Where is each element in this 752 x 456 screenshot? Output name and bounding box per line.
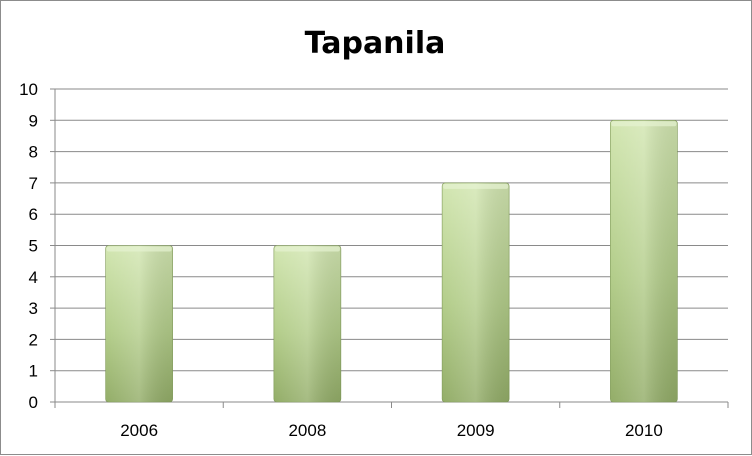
x-tick-labels: 2006 2008 2009 2010	[120, 421, 663, 440]
bar-highlight	[105, 245, 173, 402]
x-tick-label: 2008	[288, 421, 326, 440]
y-tick-label: 9	[29, 111, 38, 130]
y-tick-label: 6	[29, 205, 38, 224]
y-tick-label: 5	[29, 237, 38, 256]
y-tick-label: 1	[29, 362, 38, 381]
y-tick-label: 7	[29, 174, 38, 193]
bar-top-bevel	[106, 246, 172, 252]
chart-title: Tapanila	[305, 26, 446, 61]
y-tick-label: 10	[19, 80, 38, 99]
bar-highlight	[610, 120, 678, 403]
bar-top-bevel	[611, 121, 677, 127]
bars	[105, 120, 678, 403]
x-tick-label: 2006	[120, 421, 158, 440]
bar-2009	[441, 182, 510, 403]
bar-2008	[273, 245, 342, 403]
bar-top-bevel	[443, 183, 509, 189]
x-tick-label: 2009	[457, 421, 495, 440]
y-tick-label: 8	[29, 143, 38, 162]
bar-highlight	[442, 182, 510, 402]
y-tick-labels: 0 1 2 3 4 5 6 7 8 9 10	[19, 80, 38, 412]
y-tick-label: 2	[29, 330, 38, 349]
x-tick-label: 2010	[625, 421, 663, 440]
bar-2006	[105, 245, 173, 403]
y-tick-label: 3	[29, 299, 38, 318]
bar-top-bevel	[274, 246, 340, 252]
bar-2010	[610, 120, 678, 403]
bar-highlight	[273, 245, 341, 402]
y-tick-label: 4	[29, 268, 38, 287]
y-tick-label: 0	[29, 393, 38, 412]
